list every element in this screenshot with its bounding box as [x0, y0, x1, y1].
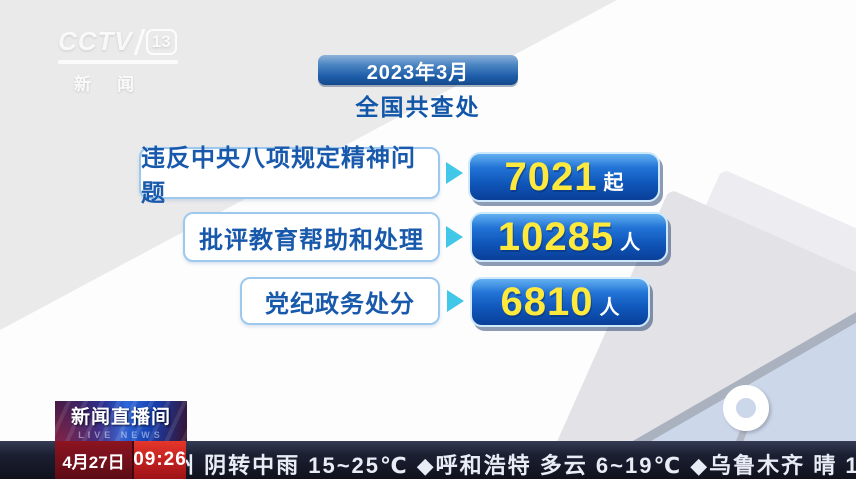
stat-label: 批评教育帮助和处理 — [183, 212, 440, 262]
program-logo: 新闻直播间 LIVE NEWS — [55, 401, 187, 441]
period-badge: 2023年3月 — [318, 55, 518, 85]
arrow-right-icon — [447, 290, 464, 312]
stat-label: 党纪政务处分 — [240, 277, 440, 325]
stat-value-box: 10285 人 — [470, 212, 668, 262]
channel-logo: CCTV 13 新闻 — [58, 26, 178, 95]
program-title: 新闻直播间 — [70, 407, 171, 428]
stat-number: 6810 — [500, 280, 594, 324]
logo-underline — [58, 60, 178, 64]
stat-unit: 人 — [620, 232, 641, 254]
channel-name: CCTV — [58, 26, 133, 56]
program-subtitle: LIVE NEWS — [78, 430, 164, 440]
ring-icon — [723, 385, 769, 431]
stat-number: 7021 — [504, 155, 598, 199]
stat-value-box: 6810 人 — [470, 277, 650, 327]
arrow-right-icon — [446, 226, 463, 248]
headline-subtitle: 全国共查处 — [355, 94, 481, 120]
time-display: 09:26 — [132, 441, 186, 479]
logo-slash — [133, 28, 146, 55]
date-display: 4月27日 — [55, 441, 132, 479]
ticker-text: 州 阴转中雨 15~25℃ ◆呼和浩特 多云 6~19℃ ◆乌鲁木齐 晴 11~… — [172, 453, 856, 478]
stat-unit: 人 — [599, 297, 620, 319]
channel-subname: 新闻 — [74, 75, 160, 94]
arrow-right-icon — [446, 162, 463, 184]
channel-number: 13 — [145, 28, 177, 55]
stat-value-box: 7021 起 — [468, 152, 660, 202]
stat-label: 违反中央八项规定精神问题 — [139, 145, 440, 207]
stat-number: 10285 — [497, 215, 615, 259]
stat-unit: 起 — [603, 172, 624, 194]
